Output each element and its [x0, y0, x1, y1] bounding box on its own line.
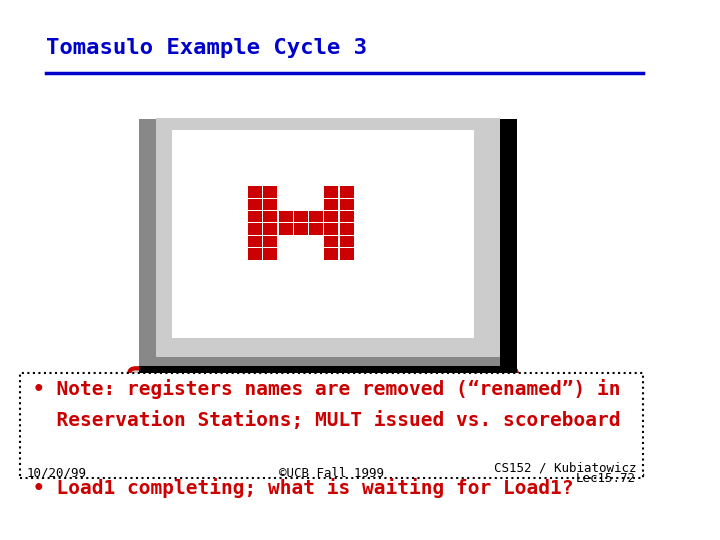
Text: • Note: registers names are removed (“renamed”) in: • Note: registers names are removed (“re… [33, 379, 621, 399]
Bar [340, 248, 354, 260]
Bar [294, 224, 308, 235]
Bar [248, 248, 262, 260]
Bar [340, 186, 354, 198]
FancyBboxPatch shape [174, 421, 253, 465]
Bar [139, 119, 517, 378]
Bar [340, 224, 354, 235]
Bar [309, 224, 323, 235]
Bar [172, 130, 474, 338]
Bar [309, 211, 323, 222]
Bar [324, 236, 338, 247]
Bar [340, 211, 354, 222]
Text: Tomasulo Example Cycle 3: Tomasulo Example Cycle 3 [46, 38, 367, 58]
Bar [139, 366, 517, 378]
Text: ©UCB Fall 1999: ©UCB Fall 1999 [279, 467, 384, 480]
Bar [279, 211, 292, 222]
Bar [294, 211, 308, 222]
Bar [324, 224, 338, 235]
Bar [324, 199, 338, 210]
Bar [264, 186, 277, 198]
Text: 10/20/99: 10/20/99 [27, 467, 86, 480]
Bar [248, 211, 262, 222]
Bar [324, 211, 338, 222]
Text: Lec15.72: Lec15.72 [576, 472, 636, 485]
Bar [264, 224, 277, 235]
Bar [264, 211, 277, 222]
Bar [20, 373, 643, 478]
FancyBboxPatch shape [129, 368, 517, 405]
Bar [264, 248, 277, 260]
Bar [500, 119, 517, 378]
Bar [324, 248, 338, 260]
Text: Reservation Stations; MULT issued vs. scoreboard: Reservation Stations; MULT issued vs. sc… [33, 411, 621, 430]
Text: • Load1 completing; what is waiting for Load1?: • Load1 completing; what is waiting for … [33, 478, 574, 498]
Bar [264, 236, 277, 247]
Bar [340, 199, 354, 210]
Bar [248, 199, 262, 210]
Bar [248, 224, 262, 235]
Text: CS152 / Kubiatowicz: CS152 / Kubiatowicz [494, 462, 636, 475]
Bar [279, 224, 292, 235]
Bar [248, 236, 262, 247]
Bar [156, 118, 500, 357]
Bar [324, 186, 338, 198]
Bar [248, 186, 262, 198]
Bar [340, 236, 354, 247]
Bar [264, 199, 277, 210]
